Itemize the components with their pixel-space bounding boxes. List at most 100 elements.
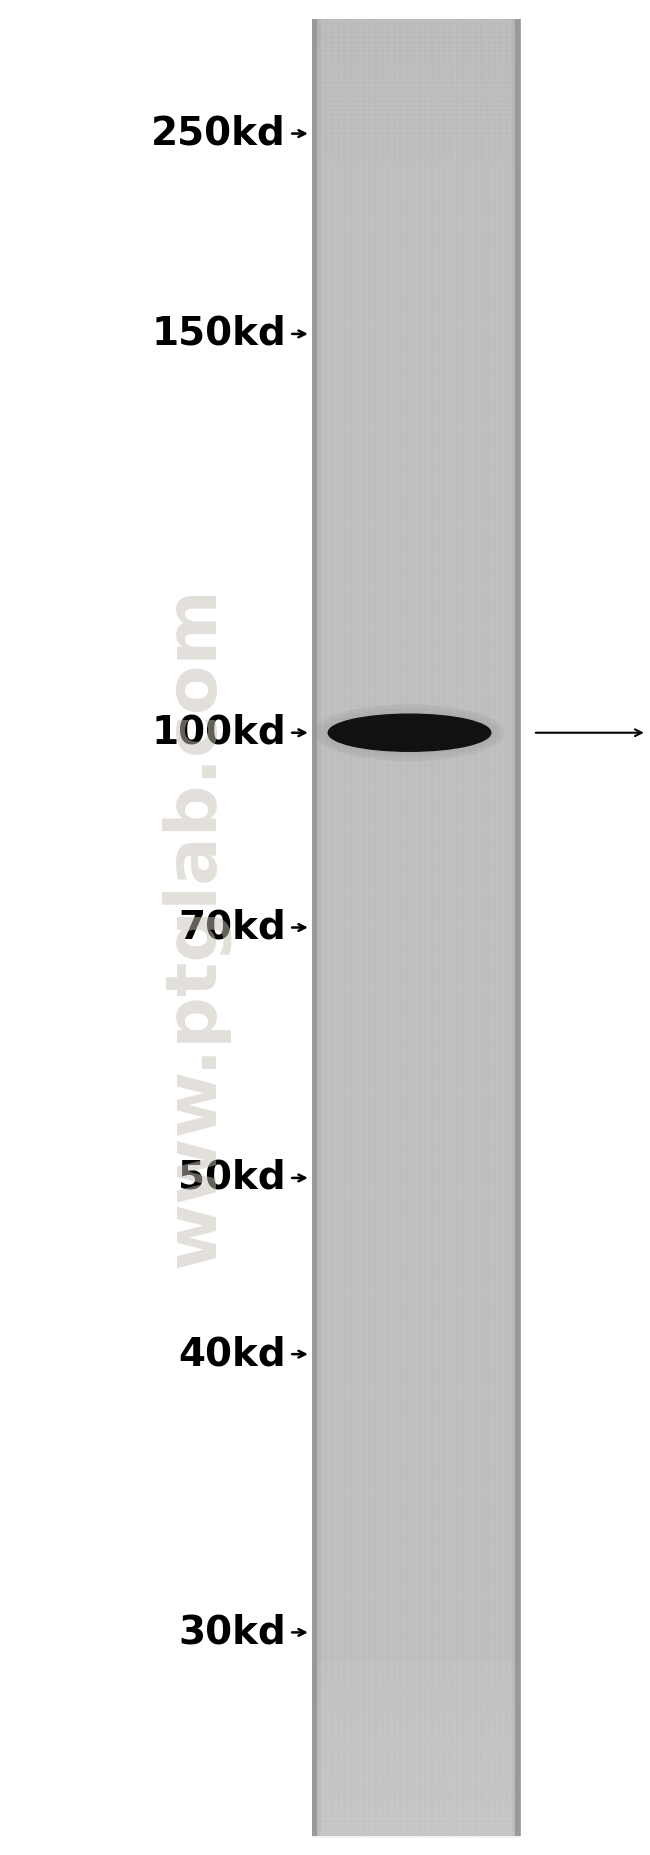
Bar <box>312 378 520 384</box>
Bar <box>312 787 520 794</box>
Bar <box>312 890 520 898</box>
Bar <box>312 169 520 174</box>
Bar <box>312 1783 520 1788</box>
Bar <box>312 623 520 629</box>
Bar <box>312 651 520 657</box>
Bar <box>312 1410 520 1415</box>
Bar <box>312 1068 520 1074</box>
Bar <box>312 1350 520 1356</box>
Bar <box>312 460 520 466</box>
Bar <box>313 19 315 1836</box>
Bar <box>312 360 520 365</box>
Bar <box>398 19 400 1836</box>
Bar <box>312 855 520 861</box>
Bar <box>485 19 486 1836</box>
Bar <box>312 1059 520 1065</box>
Bar <box>329 19 330 1836</box>
Bar <box>469 19 471 1836</box>
Bar <box>312 868 520 876</box>
Bar <box>312 981 520 989</box>
Bar <box>312 404 520 412</box>
Bar <box>312 518 520 525</box>
Bar <box>445 19 447 1836</box>
Bar <box>312 618 520 625</box>
Bar <box>348 19 350 1836</box>
Bar <box>312 395 520 403</box>
Bar <box>383 19 384 1836</box>
Bar <box>318 19 320 1836</box>
Bar <box>312 608 520 616</box>
Bar <box>404 19 406 1836</box>
Bar <box>312 213 520 221</box>
Bar <box>312 1686 520 1694</box>
Bar <box>312 301 520 306</box>
Bar <box>312 659 520 666</box>
Bar <box>312 686 520 694</box>
Bar <box>312 1260 520 1265</box>
Bar <box>312 1542 520 1547</box>
Bar <box>312 1063 520 1070</box>
Bar <box>312 291 520 297</box>
Bar <box>312 1504 520 1512</box>
Bar <box>312 805 520 811</box>
Bar <box>449 19 451 1836</box>
Bar <box>464 19 465 1836</box>
Bar <box>312 1692 520 1697</box>
Bar <box>390 19 392 1836</box>
Bar <box>312 1360 520 1365</box>
Bar <box>312 959 520 966</box>
Bar <box>312 386 520 393</box>
Bar <box>312 1369 520 1375</box>
Bar <box>312 881 520 889</box>
Bar <box>436 19 437 1836</box>
Bar <box>312 204 520 211</box>
Bar <box>312 709 520 716</box>
Bar <box>312 1336 520 1343</box>
Bar <box>364 19 366 1836</box>
Bar <box>406 19 408 1836</box>
Bar <box>312 972 520 979</box>
Bar <box>312 78 520 83</box>
Bar <box>312 692 520 697</box>
Bar <box>510 19 512 1836</box>
Bar <box>502 19 504 1836</box>
Bar <box>312 187 520 193</box>
Bar <box>312 328 520 334</box>
Bar <box>456 19 458 1836</box>
Bar <box>454 19 455 1836</box>
Bar <box>332 19 333 1836</box>
Bar <box>312 542 520 547</box>
Bar <box>506 19 507 1836</box>
Bar <box>514 19 515 1836</box>
Bar <box>312 1200 520 1206</box>
Bar <box>312 41 520 48</box>
Bar <box>312 501 520 506</box>
Bar <box>312 955 520 961</box>
Bar <box>416 19 418 1836</box>
Text: 250kd: 250kd <box>151 115 286 152</box>
Bar <box>312 1395 520 1402</box>
Bar <box>393 19 395 1836</box>
Bar <box>312 1291 520 1297</box>
Bar <box>312 1000 520 1007</box>
Bar <box>312 100 520 108</box>
Bar <box>312 228 520 234</box>
Bar <box>312 1655 520 1660</box>
Bar <box>451 19 453 1836</box>
Bar <box>312 1191 520 1198</box>
Bar <box>312 664 520 670</box>
Bar <box>312 1204 520 1211</box>
Text: 70kd: 70kd <box>178 909 286 946</box>
Bar <box>358 19 359 1836</box>
Bar <box>324 19 325 1836</box>
Bar <box>399 19 401 1836</box>
Bar <box>312 401 520 406</box>
Bar <box>312 940 520 948</box>
Bar <box>312 1749 520 1757</box>
Bar <box>312 464 520 471</box>
Bar <box>312 1182 520 1189</box>
Bar <box>312 1106 520 1111</box>
Bar <box>391 19 393 1836</box>
Bar <box>312 1441 520 1447</box>
Bar <box>493 19 495 1836</box>
